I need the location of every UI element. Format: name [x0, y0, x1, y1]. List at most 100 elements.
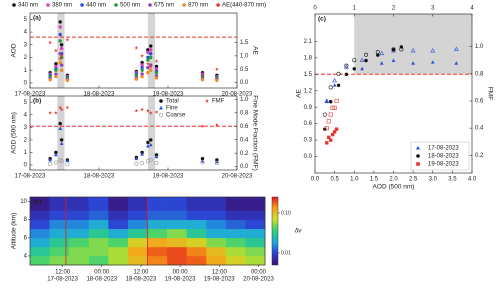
heatmap-cell: [127, 255, 148, 266]
data-point: [148, 157, 153, 162]
data-point: [410, 48, 416, 53]
data-point: [54, 72, 58, 76]
data-point: [200, 78, 205, 82]
heatmap-cell: [245, 210, 266, 220]
y-tick-label: 1.5: [304, 72, 313, 78]
data-point: [334, 98, 339, 103]
heatmap-cell: [88, 246, 109, 257]
data-point: [324, 126, 329, 131]
data-point: [58, 51, 62, 56]
heatmap-cell: [127, 210, 148, 220]
colorbar-tick-label: 0.10: [281, 210, 291, 216]
y-tick-label: 0: [24, 163, 28, 169]
x-axis-label: AOD (500 nm): [373, 184, 415, 191]
x-tick-label: 1.5: [370, 177, 379, 183]
data-point: [58, 32, 62, 37]
data-point: [332, 83, 337, 87]
heatmap-cell: [69, 219, 90, 230]
data-point: [154, 67, 159, 71]
y2-tick-label: 0.0: [240, 80, 249, 86]
x-tick-label: 20-08-2023: [222, 92, 253, 98]
data-point: [215, 78, 219, 83]
heatmap-cell: [30, 228, 50, 239]
data-point: [329, 138, 333, 142]
legend-marker: [158, 112, 164, 118]
heatmap-cell: [30, 255, 50, 266]
y2-tick-label: 0.8: [240, 110, 249, 116]
data-point: [200, 124, 205, 128]
heatmap-cell: [167, 237, 187, 248]
data-point: [336, 83, 341, 87]
heatmap-cell: [49, 210, 70, 220]
data-point: [140, 63, 144, 67]
y2-axis-label: Fine Mode Fraction (FMF): [251, 95, 258, 171]
x-tick-label: 17-08-2023: [15, 174, 46, 180]
data-point: [146, 48, 150, 52]
y2-tick-label: 0.5: [240, 67, 249, 73]
legend-label: 440 nm: [86, 3, 106, 9]
heatmap-cell: [108, 197, 129, 211]
data-point: [375, 50, 380, 55]
legend-marker: [416, 154, 420, 158]
data-point: [379, 50, 385, 56]
data-point: [430, 48, 436, 53]
y2-tick-label: 1.0: [240, 97, 249, 103]
data-point: [140, 68, 144, 72]
data-point: [148, 64, 153, 69]
shaded-region: [147, 96, 156, 170]
data-point: [214, 161, 219, 166]
data-point: [200, 72, 205, 77]
data-point: [364, 52, 369, 57]
data-point: [59, 53, 64, 58]
heatmap-cell: [49, 197, 70, 211]
x-tick-label: 00:00: [173, 270, 189, 276]
x-tick-label: 12:00: [55, 270, 71, 276]
legend-label: 17-08-2023: [428, 146, 459, 152]
heatmap-cell: [127, 246, 148, 257]
data-point: [58, 60, 62, 65]
data-point: [54, 74, 58, 79]
data-point: [54, 62, 58, 66]
data-point: [364, 58, 368, 63]
data-point: [214, 67, 219, 71]
heatmap-cell: [108, 246, 129, 257]
heatmap-cell: [225, 228, 246, 239]
x2-tick-label: 4: [470, 6, 474, 12]
data-point: [140, 53, 145, 58]
data-point: [140, 74, 144, 79]
legend-label: 19-08-2023: [428, 162, 459, 168]
heatmap-cell: [167, 246, 187, 257]
legend-marker: [182, 3, 186, 7]
data-point: [330, 132, 335, 137]
heatmap-cell: [30, 219, 50, 230]
heatmap-cell: [225, 237, 246, 248]
data-point: [65, 158, 70, 162]
heatmap-cell: [206, 228, 227, 239]
data-point: [336, 71, 341, 76]
data-point: [145, 108, 150, 113]
y-tick-label: 0.3: [304, 138, 313, 144]
data-point: [58, 56, 63, 61]
y-tick-label: 2: [24, 55, 28, 61]
colorbar-label: δv: [295, 228, 303, 235]
legend-marker: [114, 3, 118, 7]
heatmap-cell: [245, 246, 266, 257]
x-tick-label: 18-08-2023: [84, 174, 115, 180]
y-tick-label: 3: [24, 42, 28, 48]
heatmap-cell: [225, 210, 246, 220]
data-point: [454, 61, 459, 65]
x2-tick-label: 1: [353, 6, 357, 12]
legend-marker: [159, 99, 163, 103]
data-point: [54, 150, 58, 155]
x-tick-label: 3.5: [448, 177, 457, 183]
shaded-region: [354, 14, 472, 75]
heatmap-cell: [147, 219, 168, 230]
legend-label: 870 nm: [188, 3, 208, 9]
heatmap-cell: [186, 219, 207, 230]
legend-marker: [46, 3, 50, 7]
data-point: [411, 61, 415, 65]
y-tick-label: 4: [24, 112, 28, 118]
legend-marker: [159, 105, 163, 110]
heatmap-cell: [167, 210, 187, 220]
legend-label: 500 nm: [120, 3, 140, 9]
